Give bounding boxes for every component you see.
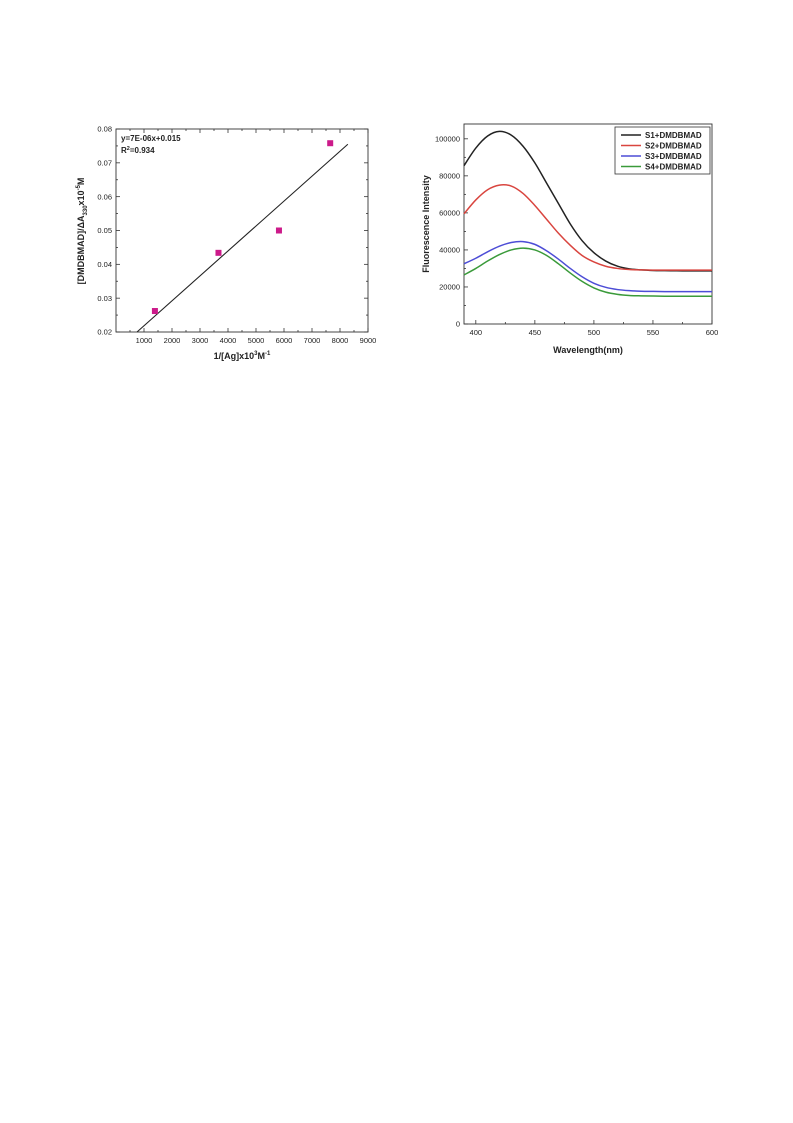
- x-tick-label: 450: [529, 328, 542, 337]
- y-tick-label: 20000: [439, 283, 460, 292]
- y-tick-label: 0.05: [97, 226, 112, 235]
- x-tick-label: 9000: [360, 336, 377, 345]
- x-tick-label: 400: [470, 328, 483, 337]
- y-tick-label: 0: [456, 320, 460, 329]
- x-axis-title-sup2: -1: [265, 351, 271, 357]
- x-tick-label: 500: [588, 328, 601, 337]
- y-tick-label: 80000: [439, 171, 460, 180]
- annotation-r2-sup: 2: [127, 146, 130, 152]
- x-tick-label: 5000: [248, 336, 265, 345]
- y-axis-title: [DMDBMAD]/ΔA330x10-5M: [76, 178, 89, 285]
- x-tick-label: 7000: [304, 336, 321, 345]
- y-tick-label: 0.04: [97, 260, 112, 269]
- y-axis-title-end: M: [76, 178, 86, 186]
- x-axis-title-mid: M: [258, 351, 266, 361]
- x-axis-title-sup1: 3: [254, 351, 258, 357]
- y-tick-label: 0.08: [97, 125, 112, 134]
- annotation-r2-value: =0.934: [130, 146, 155, 155]
- x-axis-title: 1/[Ag]x103M-1: [214, 351, 271, 361]
- data-point: [327, 140, 334, 147]
- data-point: [275, 227, 282, 234]
- annotation-equation: y=7E-06x+0.015: [121, 134, 181, 143]
- series-line-3: [463, 240, 712, 293]
- x-tick-label: 600: [706, 328, 719, 337]
- y-axis-title-sub: 330: [83, 205, 89, 216]
- legend-label-3: S3+DMDBMAD: [645, 152, 702, 161]
- x-tick-label: 550: [647, 328, 660, 337]
- plot-frame: [463, 123, 713, 325]
- x-axis-title-main: 1/[Ag]x10: [214, 351, 255, 361]
- y-tick-label: 40000: [439, 246, 460, 255]
- x-tick-label: 1000: [136, 336, 153, 345]
- legend-label-4: S4+DMDBMAD: [645, 162, 702, 171]
- y-axis-title: Fluorescence Intensity: [421, 175, 431, 273]
- y-tick-label: 0.07: [97, 158, 112, 167]
- x-axis-title: Wavelength(nm): [553, 345, 623, 355]
- legend-label-2: S2+DMDBMAD: [645, 141, 702, 150]
- y-axis-title-mid: x10: [76, 190, 86, 205]
- y-tick-label: 0.02: [97, 328, 112, 337]
- x-tick-label: 6000: [276, 336, 293, 345]
- data-point: [215, 249, 222, 256]
- annotation-r2-prefix: R: [121, 146, 127, 155]
- x-tick-label: 4000: [220, 336, 237, 345]
- y-axis-title-sup: -5: [76, 184, 82, 190]
- x-tick-label: 3000: [192, 336, 209, 345]
- y-tick-label: 100000: [435, 134, 460, 143]
- x-tick-label: 2000: [164, 336, 181, 345]
- y-tick-label: 0.06: [97, 192, 112, 201]
- fit-line: [136, 143, 349, 333]
- data-point: [151, 308, 158, 315]
- series-line-2: [463, 184, 712, 271]
- series-line-4: [463, 247, 712, 297]
- x-tick-label: 8000: [332, 336, 349, 345]
- y-tick-label: 0.03: [97, 294, 112, 303]
- y-axis-title-main: [DMDBMAD]/ΔA: [76, 215, 86, 284]
- annotation-r2: R2=0.934: [121, 146, 155, 155]
- legend-label-1: S1+DMDBMAD: [645, 131, 702, 140]
- y-tick-label: 60000: [439, 208, 460, 217]
